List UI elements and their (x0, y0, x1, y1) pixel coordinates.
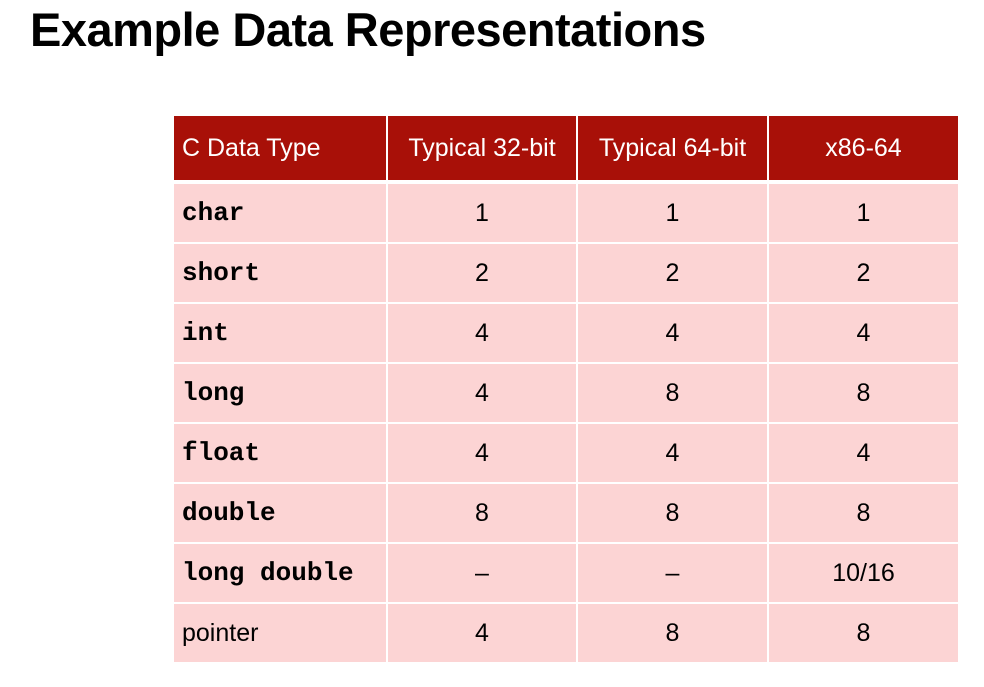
column-header-c-data-type: C Data Type (174, 116, 387, 184)
table-row: int 4 4 4 (174, 302, 958, 363)
table-row: long 4 8 8 (174, 362, 958, 423)
size-cell-64-bit: 4 (576, 302, 768, 363)
size-cell-32-bit: – (386, 542, 577, 603)
size-cell-64-bit: 8 (576, 362, 768, 423)
size-cell-32-bit: 4 (386, 422, 577, 483)
size-cell-x86-64: 8 (767, 362, 958, 423)
size-cell-32-bit: 4 (386, 602, 577, 662)
size-cell-32-bit: 2 (386, 242, 577, 303)
table-row: pointer 4 8 8 (174, 602, 958, 662)
table-row: long double – – 10/16 (174, 542, 958, 603)
column-header-x86-64: x86-64 (767, 116, 958, 184)
table-row: char 1 1 1 (174, 182, 958, 243)
size-cell-64-bit: 4 (576, 422, 768, 483)
type-cell: int (174, 302, 387, 363)
type-cell: double (174, 482, 387, 543)
table-row: short 2 2 2 (174, 242, 958, 303)
size-cell-x86-64: 8 (767, 482, 958, 543)
size-cell-64-bit: – (576, 542, 768, 603)
size-cell-x86-64: 8 (767, 602, 958, 662)
table-row: float 4 4 4 (174, 422, 958, 483)
size-cell-32-bit: 4 (386, 362, 577, 423)
size-cell-x86-64: 10/16 (767, 542, 958, 603)
type-cell: long (174, 362, 387, 423)
size-cell-x86-64: 4 (767, 422, 958, 483)
type-cell: long double (174, 542, 387, 603)
type-cell: char (174, 182, 387, 243)
size-cell-32-bit: 8 (386, 482, 577, 543)
size-cell-64-bit: 2 (576, 242, 768, 303)
size-cell-64-bit: 8 (576, 602, 768, 662)
data-type-size-table: C Data Type Typical 32-bit Typical 64-bi… (174, 116, 958, 662)
size-cell-x86-64: 2 (767, 242, 958, 303)
column-header-typical-32-bit: Typical 32-bit (386, 116, 577, 184)
size-cell-64-bit: 8 (576, 482, 768, 543)
table-header-row: C Data Type Typical 32-bit Typical 64-bi… (174, 116, 958, 184)
size-cell-x86-64: 4 (767, 302, 958, 363)
size-cell-32-bit: 1 (386, 182, 577, 243)
type-cell: float (174, 422, 387, 483)
column-header-typical-64-bit: Typical 64-bit (576, 116, 768, 184)
type-cell: pointer (174, 602, 387, 662)
size-cell-32-bit: 4 (386, 302, 577, 363)
table-row: double 8 8 8 (174, 482, 958, 543)
size-cell-64-bit: 1 (576, 182, 768, 243)
type-cell: short (174, 242, 387, 303)
slide-title: Example Data Representations (30, 3, 706, 56)
size-cell-x86-64: 1 (767, 182, 958, 243)
